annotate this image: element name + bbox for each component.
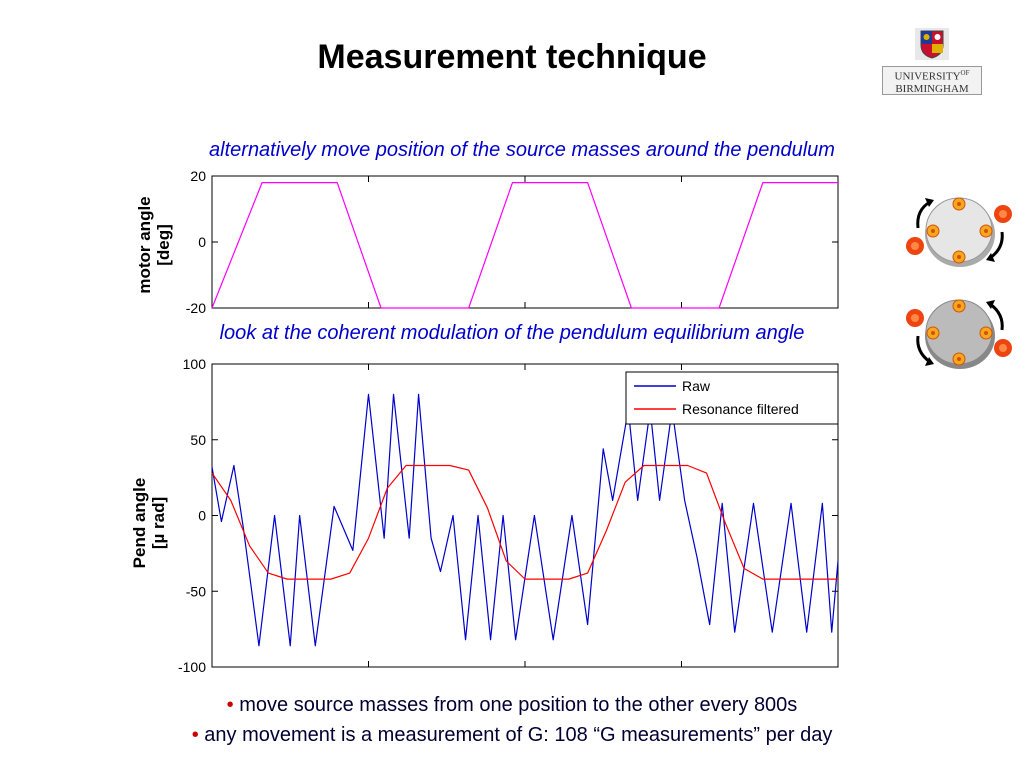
bullet-item: • move source masses from one position t… xyxy=(0,690,1024,720)
legend-label: Raw xyxy=(682,378,711,394)
pend-ytick-label: 0 xyxy=(198,508,206,524)
pend-series-raw xyxy=(211,393,839,647)
bullet-item: • any movement is a measurement of G: 10… xyxy=(0,720,1024,750)
bullet-marker: • xyxy=(226,694,234,716)
pend-ytick-label: 50 xyxy=(190,432,206,448)
bullet-marker: • xyxy=(191,724,199,746)
pend-series-resonance-filtered xyxy=(211,464,838,580)
slide-title: Measurement technique xyxy=(317,38,707,76)
motor-ytick-label: 0 xyxy=(198,234,206,250)
subtitle-top: alternatively move position of the sourc… xyxy=(209,139,835,161)
bullet-text: move source masses from one position to … xyxy=(239,694,798,716)
legend-box xyxy=(625,371,839,425)
motor-ytick-label: 20 xyxy=(190,168,206,184)
logo-wordmark: UNIVERSITYOF BIRMINGHAM xyxy=(882,66,982,95)
logo-line1: UNIVERSITY xyxy=(894,70,961,83)
university-logo: UNIVERSITYOF BIRMINGHAM xyxy=(880,28,984,95)
rotor-position-b-icon xyxy=(906,299,1012,369)
pend-ytick-label: -50 xyxy=(186,583,206,599)
logo-line2: BIRMINGHAM xyxy=(895,82,969,95)
crest-icon xyxy=(915,28,949,60)
legend-label: Resonance filtered xyxy=(682,401,799,417)
pend-ytick-label: -100 xyxy=(178,659,206,675)
bullet-text: any movement is a measurement of G: 108 … xyxy=(204,724,833,746)
motor-ytick-label: -20 xyxy=(186,300,206,316)
pend-ytick-label: 100 xyxy=(183,356,207,372)
logo-of: OF xyxy=(960,69,970,77)
motor-series-line xyxy=(211,182,838,309)
bullet-list: • move source masses from one position t… xyxy=(0,690,1024,750)
subtitle-middle: look at the coherent modulation of the p… xyxy=(219,322,805,344)
rotor-position-a-icon xyxy=(906,197,1012,267)
motor-plot-area xyxy=(211,175,839,309)
